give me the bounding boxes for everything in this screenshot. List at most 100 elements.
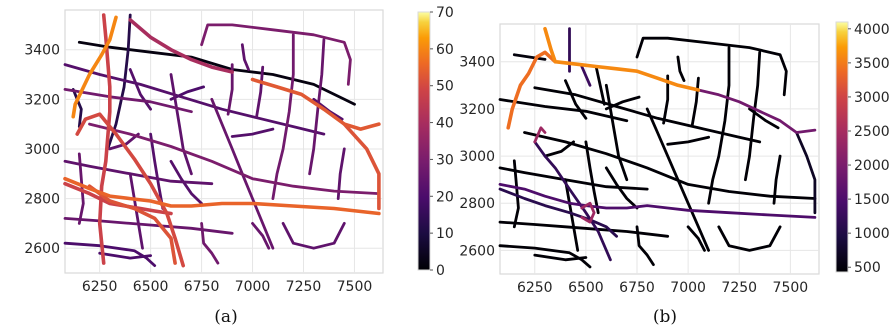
road-segment bbox=[717, 225, 782, 252]
road-segment bbox=[63, 88, 193, 114]
plot-area-a bbox=[64, 9, 384, 274]
road-segment bbox=[506, 50, 557, 130]
road-segment bbox=[63, 63, 326, 136]
road-segment bbox=[200, 23, 352, 86]
road-segment bbox=[772, 154, 782, 205]
x-tick-label: 7250 bbox=[721, 280, 757, 296]
road-segment bbox=[240, 43, 250, 71]
road-segment bbox=[635, 225, 655, 266]
road-segment bbox=[604, 95, 641, 111]
x-tick-label: 6750 bbox=[619, 280, 655, 296]
road-segment bbox=[580, 201, 596, 224]
colorbar-tick-label: 50 bbox=[436, 79, 454, 95]
road-segment bbox=[604, 83, 629, 182]
road-segment bbox=[71, 15, 118, 119]
road-segment bbox=[169, 85, 205, 101]
road-segment bbox=[543, 26, 701, 92]
x-tick-label: 6250 bbox=[82, 279, 118, 295]
road-segment bbox=[498, 220, 670, 238]
road-segment bbox=[584, 140, 600, 215]
colorbar-tick-label: 2000 bbox=[854, 158, 890, 174]
road-segment bbox=[748, 107, 780, 130]
panel-b: 6250 6500 6750 7000 7250 7500 2600 2800 3000 320… bbox=[459, 21, 890, 327]
y-tick-label: 2800 bbox=[24, 192, 60, 208]
road-segment bbox=[498, 187, 618, 238]
road-segment bbox=[707, 46, 731, 205]
colorbar-tick-label: 0 bbox=[436, 263, 445, 279]
colorbar-tick-label: 10 bbox=[436, 226, 454, 242]
plot-area-b bbox=[499, 23, 820, 275]
road-segment bbox=[255, 65, 265, 119]
colorbar-b bbox=[835, 21, 849, 273]
road-segment bbox=[690, 76, 700, 127]
road-segment bbox=[169, 73, 193, 176]
road-segment bbox=[342, 122, 381, 211]
road-segment bbox=[533, 253, 588, 262]
road-segment bbox=[230, 127, 275, 138]
y-tick-label: 3000 bbox=[24, 142, 60, 158]
x-tick-label: 6500 bbox=[568, 280, 604, 296]
road-segment bbox=[128, 18, 234, 74]
road-segment bbox=[795, 131, 817, 215]
y-ticks-a: 2600 2800 3000 3200 3400 bbox=[24, 43, 60, 257]
y-tick-label: 3000 bbox=[459, 149, 495, 165]
road-segment bbox=[512, 53, 547, 61]
colorbar-tick-label: 3000 bbox=[854, 90, 890, 106]
x-ticks-b: 6250 6500 6750 7000 7250 7500 bbox=[517, 280, 808, 296]
road-segment bbox=[533, 140, 612, 262]
colorbar-a bbox=[417, 11, 431, 271]
road-segment bbox=[697, 88, 817, 134]
colorbar-tick-label: 40 bbox=[436, 116, 454, 132]
x-tick-label: 6250 bbox=[517, 280, 553, 296]
panel-a: 6250 6500 6750 7000 7250 7500 2600 2800 3000 320… bbox=[24, 5, 453, 327]
road-segment bbox=[251, 222, 271, 250]
road-segment bbox=[149, 132, 165, 210]
road-segment bbox=[98, 251, 152, 260]
x-tick-label: 7000 bbox=[670, 280, 706, 296]
x-tick-label: 7500 bbox=[773, 280, 809, 296]
y-ticks-b: 2600 2800 3000 3200 3400 bbox=[459, 55, 495, 260]
colorbar-tick-label: 1000 bbox=[854, 226, 890, 242]
colorbar-tick-label: 1500 bbox=[854, 192, 890, 208]
road-segment bbox=[71, 88, 83, 128]
road-segment bbox=[498, 183, 817, 219]
colorbar-ticks-b: 500 1000 1500 2000 2500 3000 3500 4000 bbox=[848, 22, 890, 276]
road-segment bbox=[63, 241, 157, 267]
road-segment bbox=[580, 65, 592, 87]
colorbar-tick-label: 3500 bbox=[854, 56, 890, 72]
y-tick-label: 3200 bbox=[459, 102, 495, 118]
road-segment bbox=[498, 244, 592, 269]
road-segment bbox=[533, 86, 762, 144]
road-segment bbox=[250, 77, 381, 131]
road-segment bbox=[676, 55, 686, 82]
road-segment bbox=[271, 33, 295, 200]
colorbar-tick-label: 2500 bbox=[854, 124, 890, 140]
caption-a: (a) bbox=[214, 307, 237, 327]
road-segment bbox=[594, 65, 606, 106]
colorbar-tick-label: 60 bbox=[436, 42, 454, 58]
road-segment bbox=[108, 132, 140, 151]
road-segment bbox=[604, 166, 639, 210]
x-tick-label: 6750 bbox=[184, 279, 220, 295]
colorbar-tick-label: 30 bbox=[436, 152, 454, 168]
roads-a bbox=[63, 13, 381, 268]
road-segment bbox=[63, 217, 234, 235]
road-segment bbox=[564, 178, 580, 252]
y-tick-label: 2800 bbox=[459, 196, 495, 212]
x-ticks-a: 6250 6500 6750 7000 7250 7500 bbox=[82, 279, 372, 295]
x-tick-label: 7000 bbox=[235, 279, 271, 295]
road-segment bbox=[169, 159, 203, 205]
road-segment bbox=[662, 74, 670, 125]
road-segment bbox=[564, 79, 588, 120]
road-segment bbox=[88, 122, 381, 195]
road-segment bbox=[75, 112, 185, 268]
x-tick-label: 7250 bbox=[286, 279, 322, 295]
road-segment bbox=[63, 176, 381, 216]
road-segment bbox=[281, 222, 346, 250]
x-tick-label: 7500 bbox=[337, 279, 373, 295]
colorbar-tick-label: 20 bbox=[436, 189, 454, 205]
y-tick-label: 3400 bbox=[459, 55, 495, 71]
y-tick-label: 3200 bbox=[24, 92, 60, 108]
colorbar-tick-label: 500 bbox=[854, 260, 881, 276]
